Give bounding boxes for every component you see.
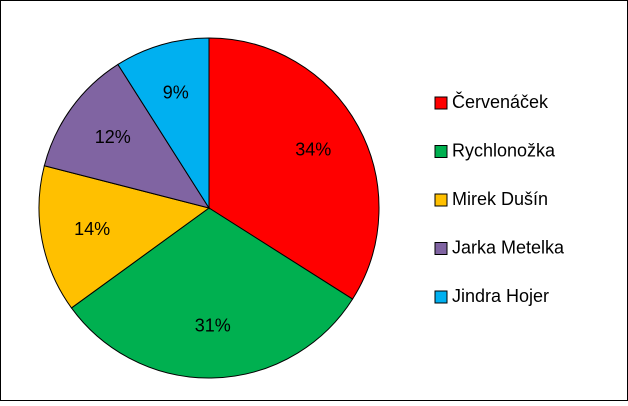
data-label: 34% [295, 139, 331, 159]
legend-label: Jarka Metelka [452, 237, 565, 257]
legend-swatch [434, 242, 448, 255]
pie-slice [70, 207, 354, 379]
pie-slice [117, 37, 210, 210]
pie-slice [208, 37, 380, 300]
legend-swatch [434, 145, 448, 158]
data-label: 31% [195, 316, 231, 336]
legend-swatch [434, 96, 448, 110]
data-label: 14% [74, 219, 110, 239]
data-label: 9% [163, 82, 189, 102]
data-label: 12% [95, 127, 131, 147]
legend-swatch [434, 290, 448, 304]
legend-label: Jindra Hojer [452, 286, 549, 306]
legend-label: Mirek Dušín [452, 189, 548, 209]
legend-label: Rychlonožka [452, 140, 556, 160]
legend-label: Červenáček [452, 91, 549, 112]
pie-slice [38, 165, 211, 309]
legend-swatch [434, 193, 448, 207]
pie-slice [43, 63, 211, 209]
